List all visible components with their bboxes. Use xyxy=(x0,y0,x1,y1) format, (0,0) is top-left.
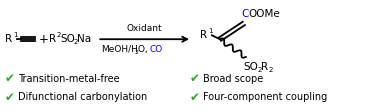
Text: 2: 2 xyxy=(134,50,138,55)
Text: CO: CO xyxy=(149,45,163,54)
Text: R: R xyxy=(200,30,207,40)
Text: OOMe: OOMe xyxy=(249,9,280,19)
Text: ✔: ✔ xyxy=(5,72,15,85)
Text: Na: Na xyxy=(77,34,91,44)
Text: MeOH/H: MeOH/H xyxy=(101,45,138,54)
Text: SO: SO xyxy=(60,34,75,44)
Text: Oxidant: Oxidant xyxy=(127,24,163,33)
Text: O,: O, xyxy=(138,45,151,54)
Text: +: + xyxy=(39,33,48,46)
Text: 2: 2 xyxy=(257,67,262,73)
Text: R: R xyxy=(261,62,268,72)
Text: 2: 2 xyxy=(269,67,273,73)
Text: R: R xyxy=(5,34,12,44)
Text: R: R xyxy=(48,34,56,44)
Text: C: C xyxy=(242,9,249,19)
Text: ✔: ✔ xyxy=(190,91,200,104)
Text: 1: 1 xyxy=(13,32,18,38)
Text: 1: 1 xyxy=(208,28,212,34)
Text: SO: SO xyxy=(244,62,259,72)
Text: 2: 2 xyxy=(74,39,78,45)
Text: Broad scope: Broad scope xyxy=(203,74,263,84)
Text: Transition-metal-free: Transition-metal-free xyxy=(18,74,119,84)
Text: Four-component coupling: Four-component coupling xyxy=(203,92,327,102)
Text: ✔: ✔ xyxy=(190,72,200,85)
Text: 2: 2 xyxy=(57,32,61,38)
Text: Difunctional carbonylation: Difunctional carbonylation xyxy=(18,92,147,102)
Text: ✔: ✔ xyxy=(5,91,15,104)
